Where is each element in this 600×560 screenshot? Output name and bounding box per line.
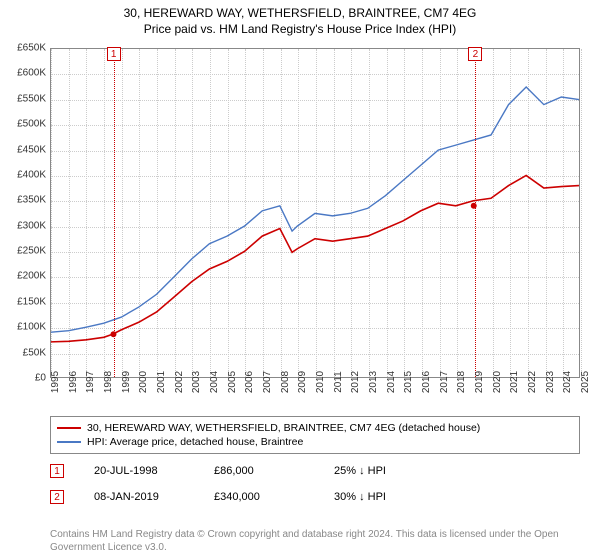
x-tick-label: 2022 (527, 371, 538, 393)
y-tick-label: £300K (0, 220, 46, 231)
legend-swatch (57, 427, 81, 429)
x-tick-label: 1997 (85, 371, 96, 393)
y-tick-label: £650K (0, 43, 46, 54)
y-tick-label: £450K (0, 144, 46, 155)
series-line (51, 87, 579, 332)
annotation-row-2: 2 08-JAN-2019 £340,000 30% ↓ HPI (50, 490, 580, 504)
x-tick-label: 2019 (474, 371, 485, 393)
footnote: Contains HM Land Registry data © Crown c… (50, 528, 580, 554)
x-tick-label: 2004 (209, 371, 220, 393)
x-tick-label: 2015 (403, 371, 414, 393)
plot-region: 12 (50, 48, 580, 378)
x-tick-label: 2016 (421, 371, 432, 393)
marker-vline (475, 49, 476, 377)
x-tick-label: 2003 (191, 371, 202, 393)
x-tick-label: 2020 (492, 371, 503, 393)
x-tick-label: 2010 (315, 371, 326, 393)
x-tick-label: 2011 (333, 371, 344, 393)
x-tick-label: 2000 (138, 371, 149, 393)
annotation-delta-1: 25% ↓ HPI (334, 465, 424, 477)
x-tick-label: 2018 (456, 371, 467, 393)
legend-swatch (57, 441, 81, 443)
x-tick-label: 2023 (545, 371, 556, 393)
annotation-price-2: £340,000 (214, 491, 304, 503)
x-tick-label: 2012 (350, 371, 361, 393)
marker-box: 1 (107, 47, 121, 61)
x-tick-label: 2008 (280, 371, 291, 393)
y-tick-label: £100K (0, 322, 46, 333)
x-tick-label: 2007 (262, 371, 273, 393)
legend: 30, HEREWARD WAY, WETHERSFIELD, BRAINTRE… (50, 416, 580, 454)
x-tick-label: 2002 (174, 371, 185, 393)
legend-item: 30, HEREWARD WAY, WETHERSFIELD, BRAINTRE… (57, 421, 573, 435)
x-tick-label: 2021 (509, 371, 520, 393)
y-tick-label: £550K (0, 93, 46, 104)
annotation-row-1: 1 20-JUL-1998 £86,000 25% ↓ HPI (50, 464, 580, 478)
y-tick-label: £600K (0, 68, 46, 79)
x-tick-label: 2006 (244, 371, 255, 393)
y-tick-label: £500K (0, 119, 46, 130)
series-line (51, 175, 579, 341)
legend-item: HPI: Average price, detached house, Brai… (57, 435, 573, 449)
marker-box: 2 (468, 47, 482, 61)
x-tick-label: 2013 (368, 371, 379, 393)
y-tick-label: £400K (0, 169, 46, 180)
chart-subtitle: Price paid vs. HM Land Registry's House … (0, 20, 600, 36)
x-tick-label: 2009 (297, 371, 308, 393)
annotation-delta-2: 30% ↓ HPI (334, 491, 424, 503)
line-layer (51, 49, 579, 378)
x-tick-label: 2005 (227, 371, 238, 393)
chart-area: 12 £0£50K£100K£150K£200K£250K£300K£350K£… (50, 48, 580, 378)
annotation-price-1: £86,000 (214, 465, 304, 477)
y-tick-label: £250K (0, 246, 46, 257)
x-tick-label: 2001 (156, 371, 167, 393)
annotation-date-2: 08-JAN-2019 (94, 491, 184, 503)
x-tick-label: 1996 (68, 371, 79, 393)
y-tick-label: £50K (0, 347, 46, 358)
x-tick-label: 2017 (439, 371, 450, 393)
x-tick-label: 2025 (580, 371, 591, 393)
y-tick-label: £0 (0, 373, 46, 384)
marker-vline (114, 49, 115, 377)
chart-container: 30, HEREWARD WAY, WETHERSFIELD, BRAINTRE… (0, 0, 600, 560)
x-tick-label: 1995 (50, 371, 61, 393)
grid-vline (581, 49, 582, 377)
annotation-marker-1: 1 (50, 464, 64, 478)
x-tick-label: 2014 (386, 371, 397, 393)
annotation-date-1: 20-JUL-1998 (94, 465, 184, 477)
y-tick-label: £350K (0, 195, 46, 206)
x-tick-label: 2024 (562, 371, 573, 393)
y-tick-label: £150K (0, 296, 46, 307)
legend-label: HPI: Average price, detached house, Brai… (87, 436, 303, 448)
legend-label: 30, HEREWARD WAY, WETHERSFIELD, BRAINTRE… (87, 422, 480, 434)
chart-title: 30, HEREWARD WAY, WETHERSFIELD, BRAINTRE… (0, 0, 600, 20)
y-tick-label: £200K (0, 271, 46, 282)
x-tick-label: 1998 (103, 371, 114, 393)
x-tick-label: 1999 (121, 371, 132, 393)
annotation-marker-2: 2 (50, 490, 64, 504)
